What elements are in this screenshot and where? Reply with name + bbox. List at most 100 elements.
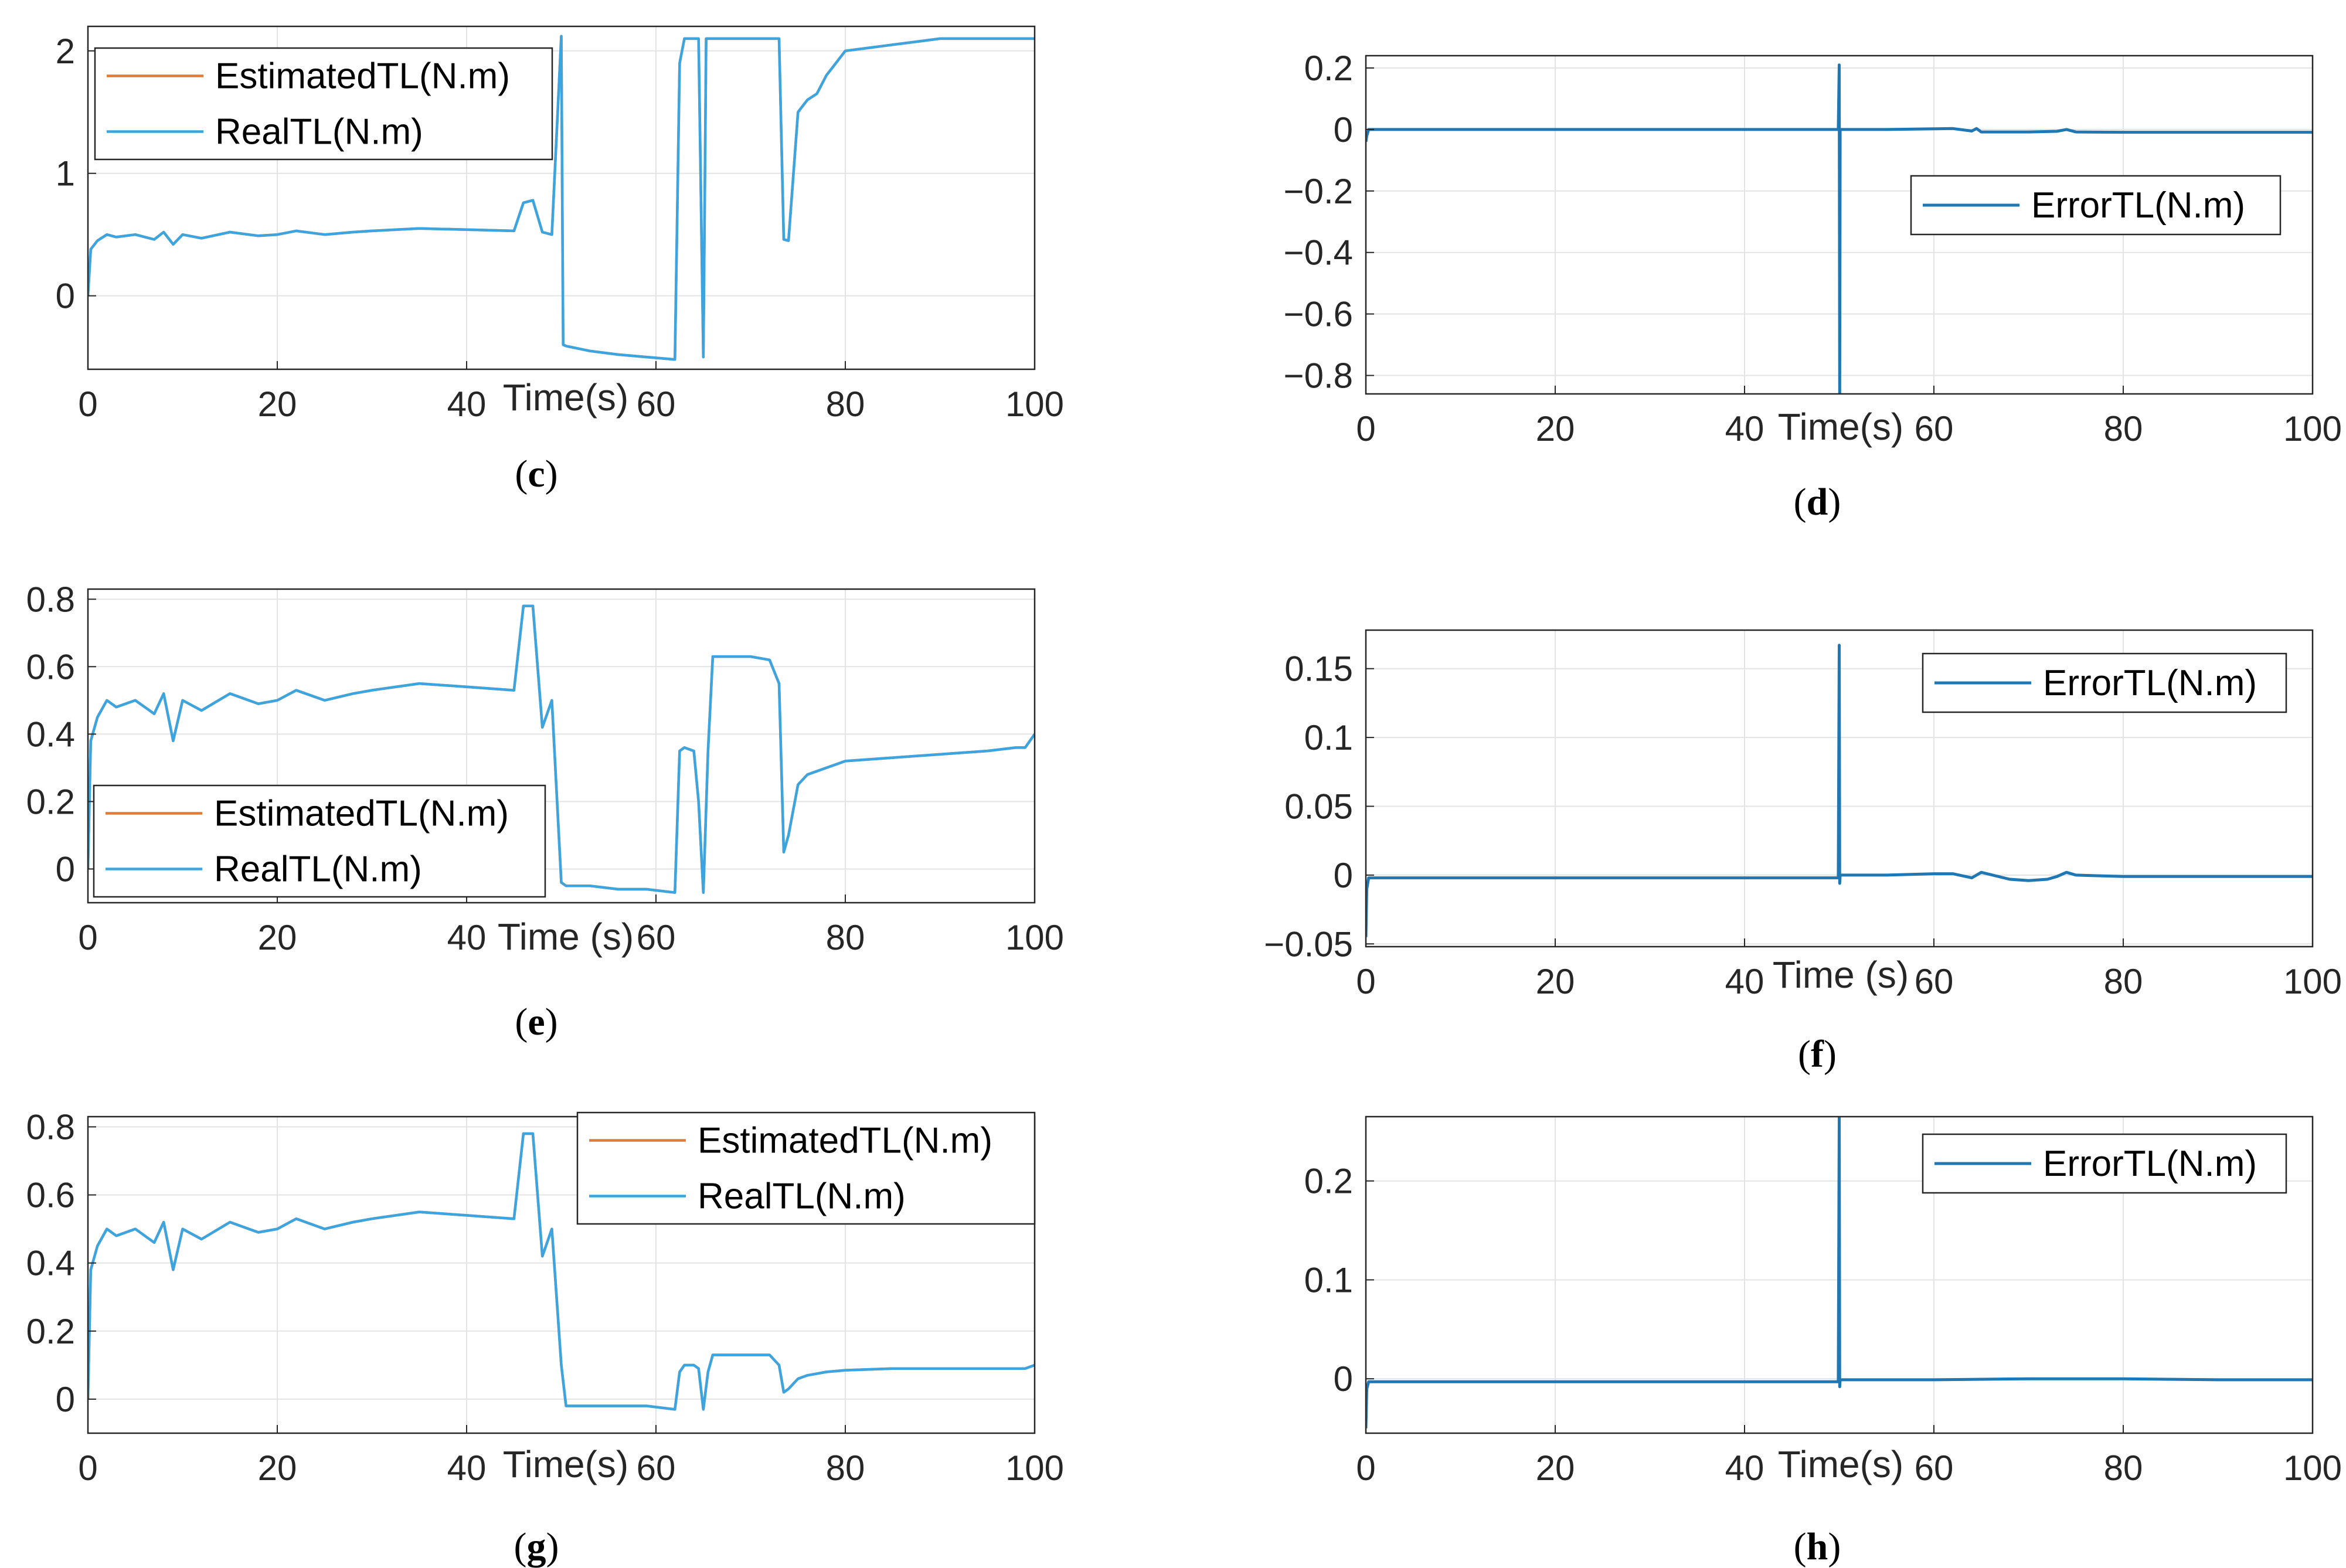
x-tick-label: 20 [258, 918, 297, 957]
subplot-h: (h) 0 20 40 60 80 100 0.2 0.1 0 Time(s) ErrorTL(N.… [1304, 1115, 2342, 1568]
x-tick-label: 60 [1915, 1448, 1954, 1488]
panel-label-f: (f) [1798, 1033, 1837, 1076]
series-line-realtlnm [88, 604, 1035, 894]
y-tick-label: 0.15 [1284, 649, 1353, 689]
subplot-c: (c) 0 20 40 60 80 100 0 1 2 Time(s) EstimatedTL(N.… [56, 25, 1064, 495]
x-tick-label: 100 [2283, 1448, 2342, 1488]
x-tick-label: 0 [1356, 1448, 1375, 1488]
x-tick-label: 60 [1915, 409, 1954, 448]
x-axis-label: Time(s) [503, 376, 628, 419]
x-tick-label: 20 [1536, 1448, 1575, 1488]
axes-box [87, 25, 1036, 370]
x-tick-label: 80 [2104, 409, 2143, 448]
legend-entry: EstimatedTL(N.m) [214, 794, 509, 834]
x-tick-label: 80 [826, 1448, 865, 1488]
x-tick-label: 60 [637, 1448, 676, 1488]
y-tick-label: −0.6 [1284, 295, 1353, 334]
x-tick-label: 20 [258, 385, 297, 424]
y-tick-label: 0 [1334, 1359, 1353, 1399]
x-tick-label: 80 [2104, 962, 2143, 1001]
axes-box [1365, 55, 2314, 395]
y-tick-label: 0 [56, 849, 75, 889]
series-line-errortlnm [1366, 1117, 2313, 1428]
axes-box [87, 1115, 1036, 1434]
series-line-errortlnm [1366, 63, 2313, 394]
y-tick-label: −0.8 [1284, 356, 1353, 396]
x-tick-label: 60 [1915, 962, 1954, 1001]
legend: EstimatedTL(N.m) RealTL(N.m) [94, 47, 553, 161]
legend-entry: RealTL(N.m) [214, 849, 422, 890]
y-tick-label: 1 [56, 154, 75, 193]
legend-entry: EstimatedTL(N.m) [698, 1121, 992, 1161]
y-tick-label: −0.05 [1264, 924, 1353, 964]
x-tick-label: 40 [1725, 1448, 1764, 1488]
x-tick-label: 40 [1725, 409, 1764, 448]
series-line-realtlnm [88, 35, 1035, 361]
subplot-g: (g) 0 20 40 60 80 100 0 0.2 0.4 0.6 0.8 Time(s) Esti… [26, 1107, 1064, 1568]
y-tick-label: 0 [1334, 856, 1353, 895]
x-tick-label: 100 [2283, 409, 2342, 448]
y-tick-label: −0.2 [1284, 172, 1353, 211]
y-tick-label: 0 [56, 1380, 75, 1419]
y-tick-label: 0 [1334, 110, 1353, 149]
x-tick-label: 100 [1005, 918, 1064, 957]
y-tick-label: −0.4 [1284, 233, 1353, 273]
y-tick-label: 0.8 [26, 1107, 75, 1147]
y-tick-label: 0.6 [26, 1176, 75, 1215]
x-tick-label: 60 [637, 918, 676, 957]
subplot-e: (e) 0 20 40 60 80 100 0 0.2 0.4 0.6 0.8 Time (s) Est… [26, 580, 1064, 1043]
panel-label-h: (h) [1794, 1525, 1841, 1568]
axes-box [87, 588, 1036, 904]
legend: EstimatedTL(N.m) RealTL(N.m) [93, 784, 546, 898]
x-axis-label: Time (s) [498, 916, 634, 958]
y-tick-label: 0.2 [26, 782, 75, 821]
x-tick-label: 0 [78, 918, 97, 957]
x-axis-label: Time(s) [1778, 1443, 1903, 1485]
legend: ErrorTL(N.m) [1922, 1133, 2287, 1194]
legend: EstimatedTL(N.m) RealTL(N.m) [576, 1111, 1036, 1225]
legend-entry: RealTL(N.m) [215, 112, 423, 152]
y-tick-label: 2 [56, 32, 75, 71]
x-tick-label: 40 [447, 1448, 487, 1488]
x-tick-label: 0 [1356, 409, 1375, 448]
legend: ErrorTL(N.m) [1922, 652, 2287, 713]
axes-box [1365, 1115, 2314, 1434]
legend-entry: ErrorTL(N.m) [2043, 1144, 2257, 1184]
x-tick-label: 40 [447, 385, 487, 424]
y-tick-label: 0.2 [1304, 49, 1353, 88]
legend-entry: RealTL(N.m) [698, 1176, 906, 1217]
legend: ErrorTL(N.m) [1910, 175, 2282, 236]
panel-label-e: (e) [515, 1001, 557, 1043]
x-tick-label: 0 [78, 1448, 97, 1488]
x-tick-label: 100 [1005, 1448, 1064, 1488]
x-tick-label: 40 [1725, 962, 1764, 1001]
subplot-d: (d) 0 20 40 60 80 100 0.2 0 −0.2 −0.4 −0.6 −0.8 Time… [1284, 49, 2342, 523]
x-tick-label: 80 [2104, 1448, 2143, 1488]
y-tick-label: 0.4 [26, 1244, 75, 1283]
x-axis-label: Time(s) [1778, 406, 1903, 448]
x-tick-label: 100 [1005, 385, 1064, 424]
y-tick-label: 0 [56, 277, 75, 316]
y-tick-label: 0.1 [1304, 718, 1353, 757]
x-tick-label: 20 [1536, 409, 1575, 448]
x-tick-label: 80 [826, 385, 865, 424]
y-tick-label: 0.1 [1304, 1260, 1353, 1300]
x-tick-label: 20 [258, 1448, 297, 1488]
series-line-realtlnm [88, 1132, 1035, 1411]
panel-label-c: (c) [515, 453, 557, 495]
x-tick-label: 100 [2283, 962, 2342, 1001]
y-tick-label: 0.8 [26, 580, 75, 619]
x-tick-label: 60 [637, 385, 676, 424]
x-axis-label: Time (s) [1773, 954, 1909, 996]
y-tick-label: 0.6 [26, 647, 75, 686]
legend-entry: ErrorTL(N.m) [2031, 185, 2245, 226]
legend-box [93, 784, 546, 898]
legend-box [576, 1111, 1036, 1225]
axes-box [1365, 629, 2314, 948]
x-axis-label: Time(s) [503, 1443, 628, 1485]
legend-box [94, 47, 553, 161]
series-line-errortlnm [1366, 644, 2313, 937]
x-tick-label: 40 [447, 918, 487, 957]
